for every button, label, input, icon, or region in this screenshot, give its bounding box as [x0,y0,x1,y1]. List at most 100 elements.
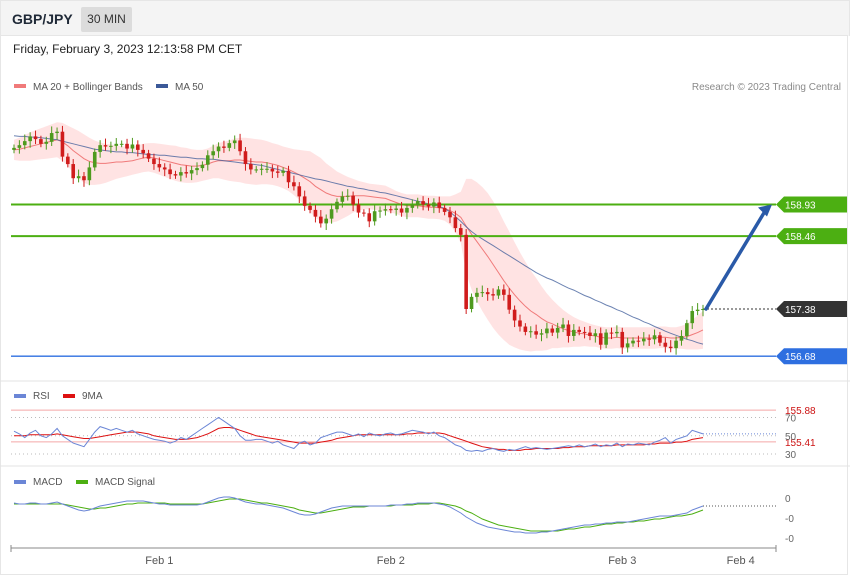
candle-body [475,292,479,297]
candle-body [453,217,458,229]
candle-body [205,155,210,165]
candle-body [615,331,619,334]
candle-body [92,151,97,168]
candle [275,165,280,178]
macd-legend-label: MACD [33,477,62,488]
candle [179,167,183,182]
candle [22,134,27,150]
candle [582,326,587,339]
candle-body [292,182,296,187]
candle [609,327,614,340]
candle-body [216,146,221,152]
candle [577,326,581,336]
candle [227,139,232,152]
candle-body [324,218,329,224]
rsi-tick-label: 30 [785,450,797,461]
candle-body [388,209,393,211]
candle-body [588,332,592,336]
candle-body [555,327,560,333]
candle [636,335,641,348]
candle [71,159,76,185]
candle-body [12,147,16,150]
candle-body [604,332,608,345]
rsi-ma-line [14,427,704,451]
candle [66,153,70,168]
rsi-tick-label: 50 [785,432,797,443]
candle [286,165,291,189]
candle-body [690,311,695,324]
candle-body [437,202,442,208]
bollinger-band-area [14,122,703,352]
candle-body [162,167,167,170]
ma50-legend-label: MA 50 [175,82,204,93]
candle-body [663,342,668,347]
resistance-price-tag [776,228,847,245]
candle-body [685,323,689,336]
candle-body [351,195,355,205]
rsi-tick-label: 70 [785,414,797,425]
candle-body [82,176,86,181]
candle-body [496,289,501,296]
candle [259,163,264,176]
candle [685,319,689,340]
candle [615,325,619,338]
candle [432,198,436,214]
candle-body [458,228,463,235]
candle [663,337,668,353]
candle [146,149,151,163]
candle [313,204,318,223]
timeframe-button[interactable]: 30 MIN [81,7,132,32]
level-support-3: 156.68 [11,348,847,365]
candle [668,340,673,353]
candle-body [469,296,474,309]
resistance-price-label: 158.46 [785,232,816,243]
candle-body [119,143,124,145]
candle [356,198,361,218]
projection-arrow-shaft [704,207,768,311]
candle [523,323,528,336]
candle [448,206,452,224]
candle-body [49,133,54,142]
chart-header: GBP/JPY 30 MIN [0,0,850,36]
candle-body [60,131,65,157]
candle [647,334,651,346]
candle [604,329,608,349]
candle-body [243,151,248,165]
candle [136,140,140,157]
candle-body [658,335,662,343]
candle [469,293,474,313]
candle-body [265,168,269,170]
candle [82,172,86,187]
candle [496,286,501,299]
candle-body [598,333,603,345]
rsi-line [13,416,704,452]
candle-body [335,201,339,210]
candle [518,314,522,332]
candle-body [378,210,382,212]
candle-body [345,195,350,197]
candle [49,126,54,146]
candle-body [545,328,549,334]
candle [195,162,199,176]
projection-arrow [704,204,772,311]
candle [652,329,657,345]
candle [485,287,490,301]
candle-body [372,211,377,222]
candle-body [297,186,302,197]
candle [92,148,97,171]
candle [340,191,345,208]
candle-body [17,145,22,148]
time-axis-label: Feb 4 [727,555,755,567]
candle-body [695,309,700,312]
candle [631,337,635,347]
macd-signal-legend-label: MACD Signal [95,477,155,488]
candle [211,144,215,160]
candle-body [232,140,237,144]
candle-body [130,144,135,149]
candle-body [383,209,388,211]
candle-body [141,149,145,154]
candle-body [432,202,436,207]
candle [394,203,398,216]
extra-support-price-label: 155.41 [785,438,816,449]
